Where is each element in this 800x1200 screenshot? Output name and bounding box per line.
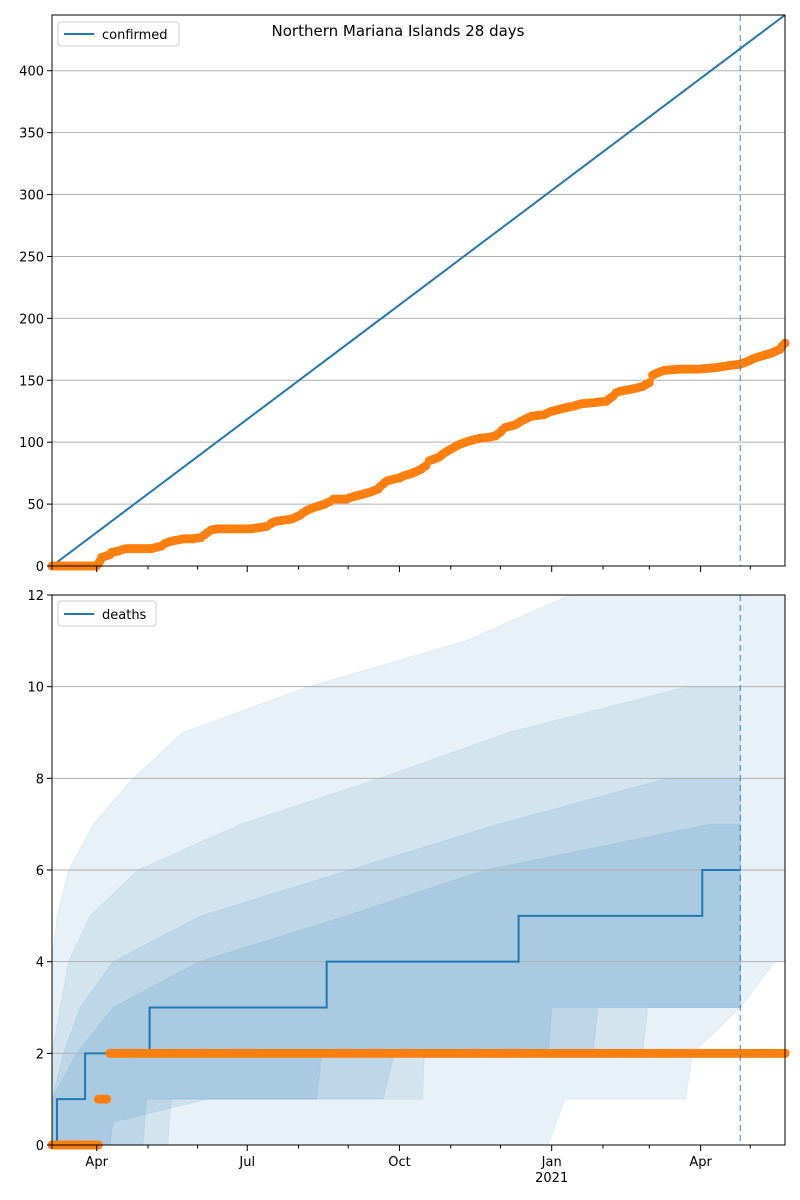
top-series-confirmed (51, 14, 786, 567)
bottom-y-tick-label: 10 (27, 681, 44, 696)
top-y-tick-label: 300 (19, 189, 44, 204)
bottom-scatter-observed-deaths (47, 1048, 790, 1150)
bottom-x-ticks: Apr Jul Oct Jan Apr 2021 (51, 1145, 751, 1186)
top-y-tick-label: 200 (19, 312, 44, 327)
top-y-tick-label: 350 (19, 127, 44, 142)
bottom-y-tick-label: 8 (36, 772, 44, 787)
x-tick-label: Jan (541, 1155, 562, 1170)
x-tick-label: Jul (238, 1155, 255, 1170)
bottom-y-tick-label: 12 (27, 589, 44, 604)
bottom-y-ticks: 0 2 4 6 8 10 12 (27, 589, 52, 1154)
top-scatter-point (644, 378, 654, 388)
top-grid (52, 70, 785, 567)
top-y-tick-label: 400 (19, 65, 44, 80)
bottom-y-tick-label: 6 (36, 864, 44, 879)
top-panel: 0 50 100 150 200 250 300 350 400 confirmed (19, 14, 790, 575)
bottom-y-tick-label: 0 (36, 1139, 44, 1154)
top-legend: confirmed (57, 21, 180, 47)
bottom-legend: deaths (57, 600, 157, 627)
bottom-y-tick-label: 4 (36, 956, 44, 971)
top-y-tick-label: 100 (19, 436, 44, 451)
top-axes-frame (51, 14, 786, 567)
bottom-series-layer (47, 869, 790, 1150)
bottom-y-tick-label: 2 (36, 1047, 44, 1062)
top-y-tick-label: 50 (27, 498, 44, 513)
top-y-tick-label: 250 (19, 250, 44, 265)
x-tick-label: Oct (388, 1155, 410, 1170)
top-series-layer (47, 14, 790, 571)
top-scatter-observed-confirmed (47, 338, 790, 571)
figure-title: Northern Mariana Islands 28 days (272, 22, 525, 40)
bottom-scatter-point (102, 1094, 112, 1104)
bottom-series-deaths (52, 869, 741, 1146)
top-y-ticks: 0 50 100 150 200 250 300 350 400 (19, 65, 52, 575)
x-tick-year-label: 2021 (535, 1171, 568, 1186)
top-y-tick-label: 150 (19, 374, 44, 389)
bottom-panel: 0 2 4 6 8 10 12 Apr Jul Oct Jan Apr 2021 deaths (27, 589, 790, 1186)
x-tick-label: Apr (85, 1155, 108, 1170)
top-x-ticks (51, 566, 751, 572)
x-tick-label: Apr (689, 1155, 712, 1170)
bottom-legend-label: deaths (102, 608, 147, 623)
top-y-tick-label: 0 (36, 560, 44, 575)
top-legend-label: confirmed (102, 28, 168, 43)
